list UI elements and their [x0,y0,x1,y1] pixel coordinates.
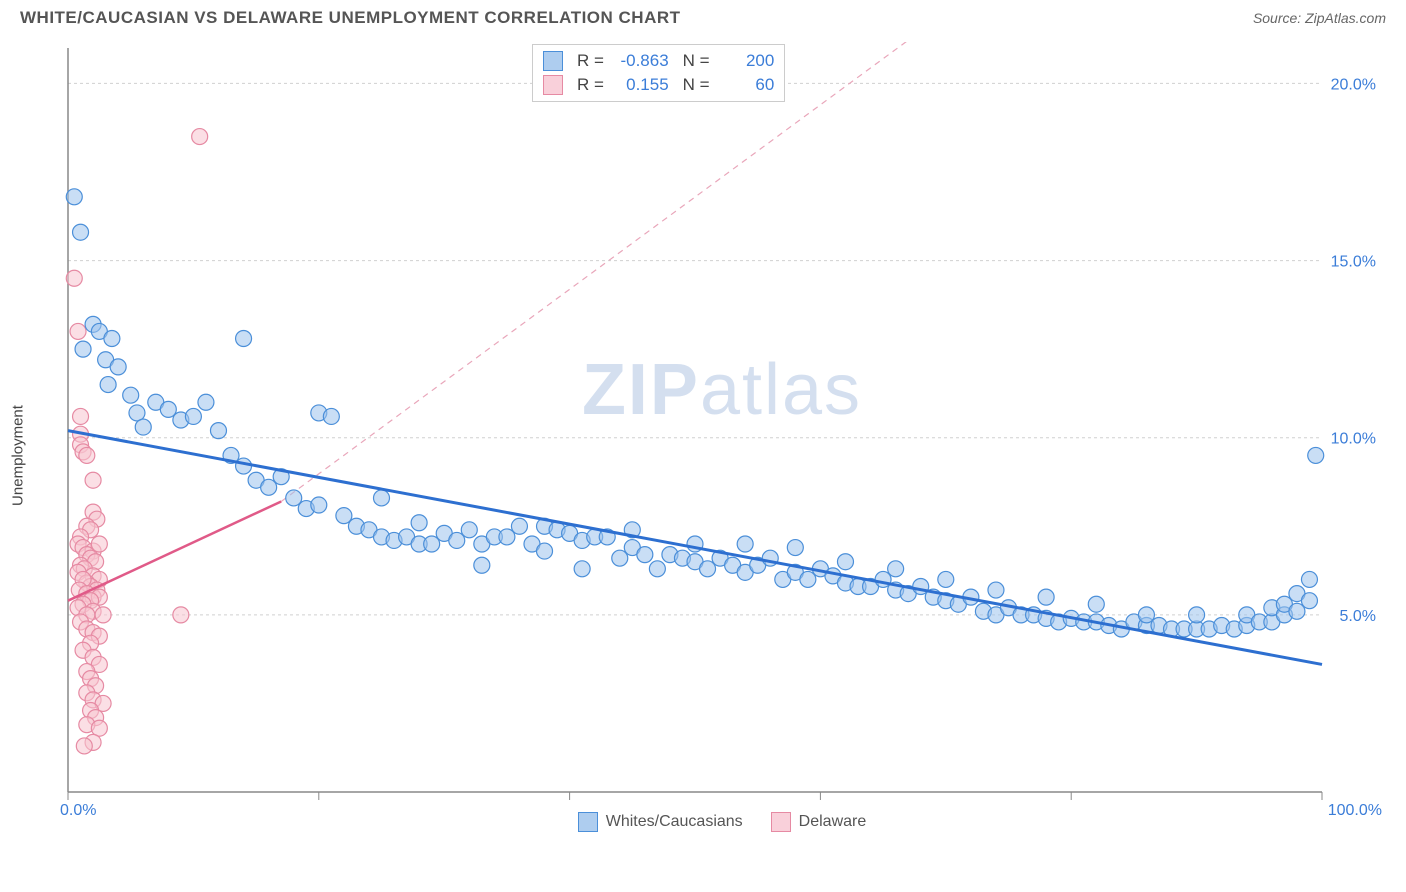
source-credit: Source: ZipAtlas.com [1253,10,1386,26]
plot-area: 5.0%10.0%15.0%20.0% ZIPatlas R = -0.863 … [62,42,1382,832]
legend-item-blue: Whites/Caucasians [578,812,743,832]
swatch-pink [543,75,563,95]
correlation-legend: R = -0.863 N = 200 R = 0.155 N = 60 [532,44,785,102]
legend-item-pink: Delaware [771,812,867,832]
y-axis-label: Unemployment [10,405,27,506]
svg-text:20.0%: 20.0% [1331,76,1376,93]
chart-svg: 5.0% 10.0% 15.0% 20.0% [62,42,1382,832]
swatch-blue-icon [578,812,598,832]
legend-row-pink: R = 0.155 N = 60 [543,73,774,97]
chart-container: Unemployment 5.0%10.0%15.0%20.0% ZIPatla… [14,32,1394,862]
series-legend: Whites/Caucasians Delaware [62,812,1382,832]
svg-text:10.0%: 10.0% [1331,431,1376,448]
chart-title: WHITE/CAUCASIAN VS DELAWARE UNEMPLOYMENT… [20,8,681,28]
legend-row-blue: R = -0.863 N = 200 [543,49,774,73]
svg-text:15.0%: 15.0% [1331,254,1376,271]
swatch-pink-icon [771,812,791,832]
swatch-blue [543,51,563,71]
svg-text:5.0%: 5.0% [1340,608,1376,625]
